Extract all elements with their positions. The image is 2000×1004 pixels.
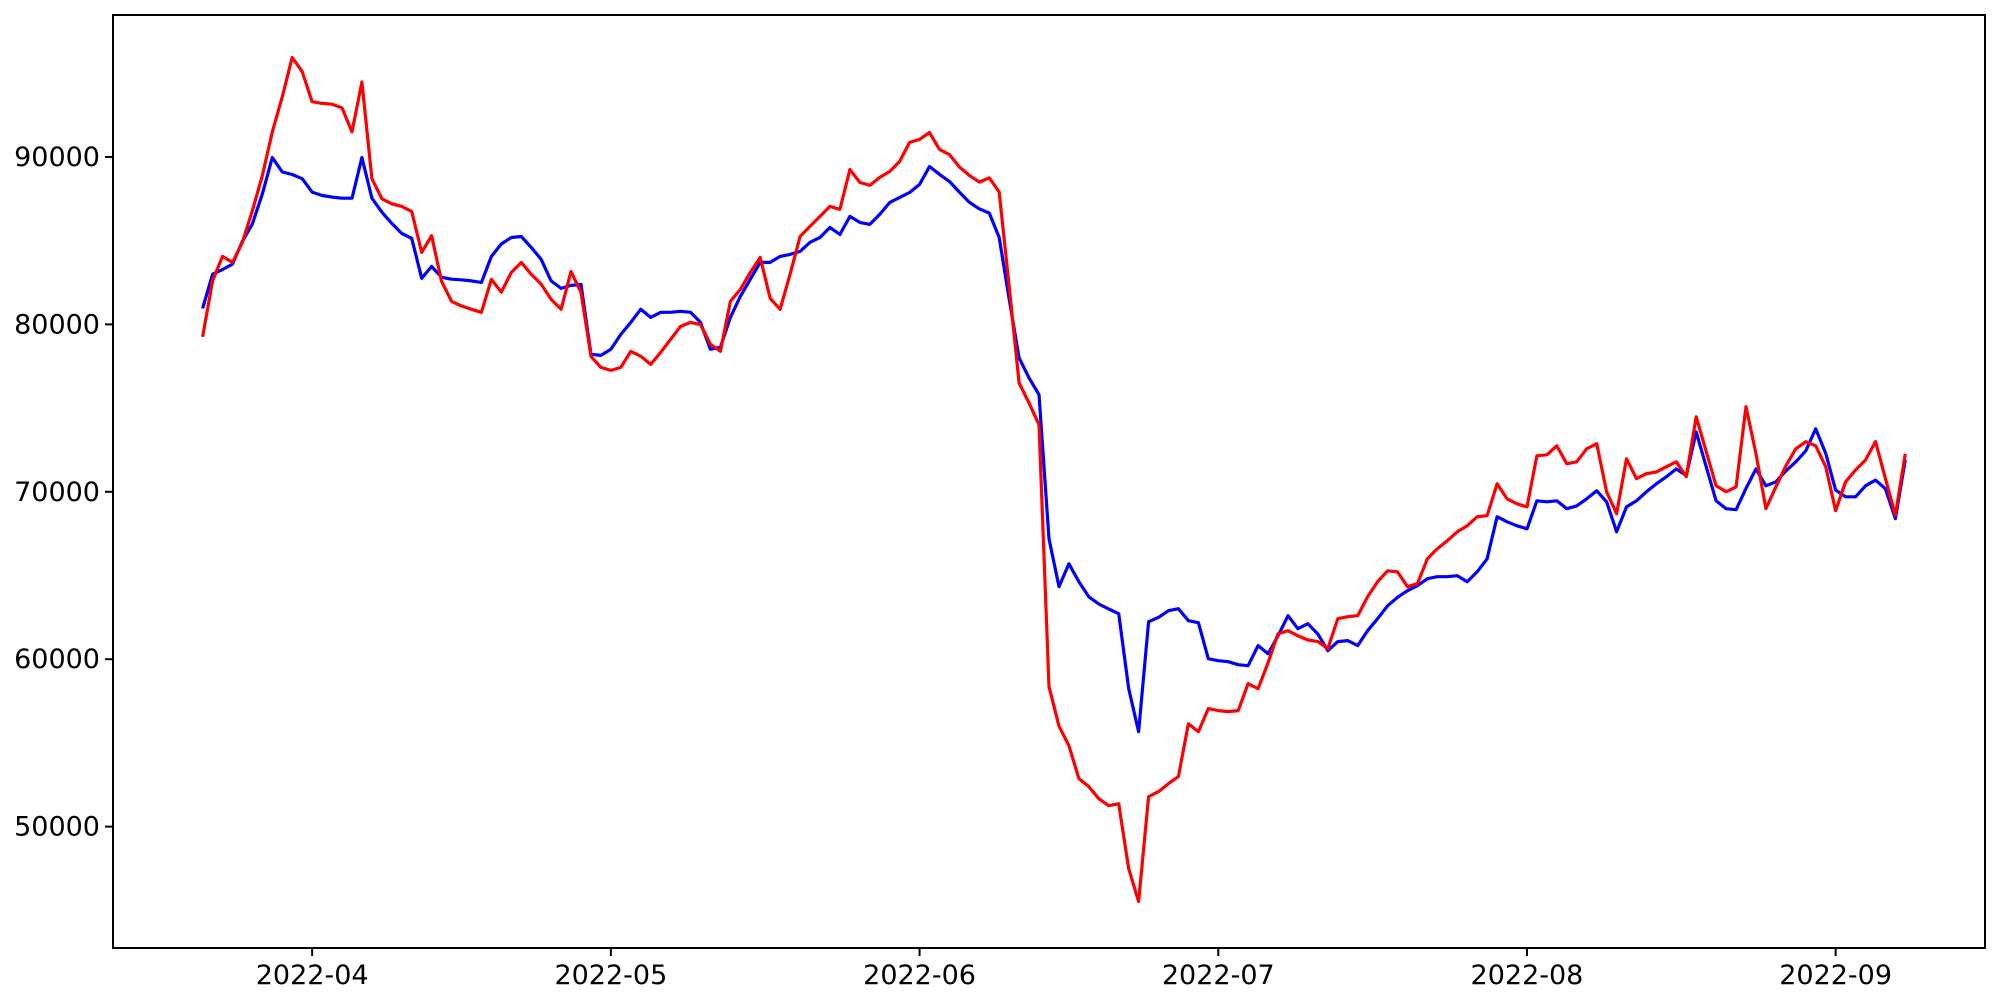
red-series-line — [201, 55, 1907, 904]
plot-frame — [112, 14, 1986, 949]
x-tick-label: 2022-04 — [256, 960, 369, 991]
x-tick-label: 2022-05 — [554, 960, 667, 991]
y-tick-label: 90000 — [14, 142, 100, 173]
y-tick-label: 70000 — [14, 477, 100, 508]
x-tick-label: 2022-09 — [1779, 960, 1892, 991]
blue-series-line — [201, 155, 1907, 734]
y-tick-label: 50000 — [14, 812, 100, 843]
y-tick-label: 80000 — [14, 309, 100, 340]
y-tick-label: 60000 — [14, 644, 100, 675]
x-tick-label: 2022-07 — [1162, 960, 1275, 991]
x-tick-label: 2022-06 — [863, 960, 976, 991]
x-tick-label: 2022-08 — [1471, 960, 1584, 991]
